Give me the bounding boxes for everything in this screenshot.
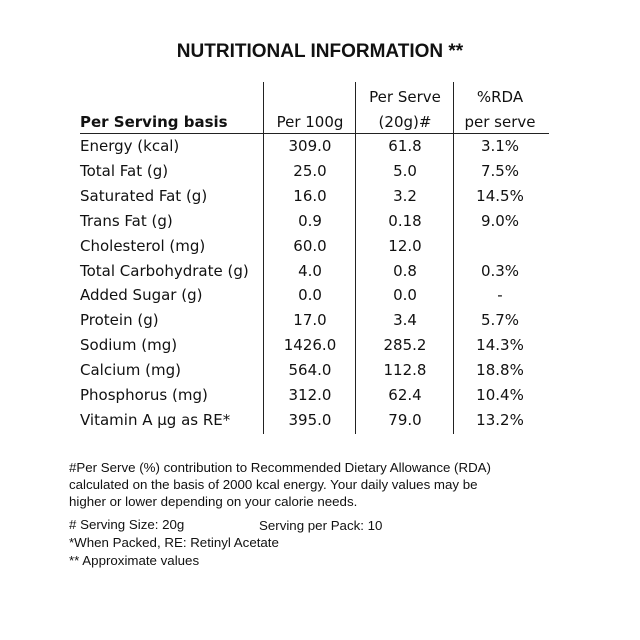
row-per-100g: 17.0 [293, 311, 327, 330]
row-per-serve: 61.8 [388, 137, 422, 155]
row-per-100g: 395.0 [288, 410, 332, 429]
row-label: Energy (kcal) [80, 137, 180, 155]
row-label: Total Fat (g) [80, 161, 169, 180]
row-label: Trans Fat (g) [80, 211, 173, 230]
row-label: Sodium (mg) [80, 336, 178, 355]
serving-per-pack: Serving per Pack: 10 [259, 518, 383, 533]
row-rda: 3.1% [480, 137, 520, 155]
row-per-100g: 4.0 [298, 261, 322, 280]
rda-note-line-1: #Per Serve (%) contribution to Recommend… [69, 460, 491, 475]
row-label: Total Carbohydrate (g) [80, 261, 249, 280]
row-per-serve: 0.18 [388, 211, 422, 230]
row-per-100g: 309.0 [288, 137, 332, 155]
row-rda: 10.4% [476, 386, 524, 404]
row-per-100g: 60.0 [293, 236, 327, 255]
row-per-100g: 312.0 [288, 386, 332, 404]
row-per-100g: 0.9 [298, 211, 322, 230]
row-per-serve: 3.4 [393, 311, 417, 330]
row-per-100g: 1426.0 [283, 336, 337, 355]
row-per-serve: 62.4 [388, 386, 422, 404]
row-rda: 5.7% [480, 311, 520, 330]
row-per-serve: 12.0 [388, 236, 422, 255]
row-per-serve: 112.8 [383, 361, 427, 380]
rda-note-line-2: calculated on the basis of 2000 kcal ene… [69, 477, 478, 492]
header-per-serve-size: (20g)# [378, 113, 432, 131]
row-label: Phosphorus (mg) [80, 386, 208, 404]
packed-note: *When Packed, RE: Retinyl Acetate [69, 535, 279, 550]
column-divider-3 [453, 82, 454, 434]
row-rda: - [497, 286, 503, 305]
column-divider-2 [355, 82, 356, 434]
row-label: Saturated Fat (g) [80, 186, 208, 205]
row-label: Protein (g) [80, 311, 159, 330]
row-label: Cholesterol (mg) [80, 236, 206, 255]
row-per-serve: 285.2 [383, 336, 427, 355]
row-rda: 9.0% [480, 211, 520, 230]
row-per-100g: 16.0 [293, 186, 327, 205]
row-per-100g: 564.0 [288, 361, 332, 380]
page-title: NUTRITIONAL INFORMATION ** [176, 41, 464, 62]
header-per-serve: Per Serve [369, 88, 441, 106]
header-rda: %RDA [476, 88, 524, 106]
serving-size: # Serving Size: 20g [69, 517, 185, 532]
header-basis: Per Serving basis [80, 113, 228, 131]
header-divider [80, 133, 549, 134]
row-per-serve: 79.0 [388, 410, 422, 429]
row-rda: 14.3% [476, 336, 524, 355]
rda-note-line-3: higher or lower depending on your calori… [69, 494, 358, 509]
row-rda: 0.3% [480, 261, 520, 280]
row-per-serve: 3.2 [393, 186, 417, 205]
row-per-100g: 0.0 [298, 286, 322, 305]
row-rda: 14.5% [476, 186, 524, 205]
row-per-serve: 0.8 [393, 261, 417, 280]
row-per-serve: 5.0 [393, 161, 417, 180]
column-divider-1 [263, 82, 264, 434]
row-label: Added Sugar (g) [80, 286, 203, 305]
row-per-serve: 0.0 [393, 286, 417, 305]
row-label: Vitamin A µg as RE* [80, 410, 231, 429]
approx-note: ** Approximate values [69, 553, 200, 568]
row-rda: 13.2% [476, 410, 524, 429]
header-rda-per-serve: per serve [464, 113, 536, 131]
header-per100: Per 100g [276, 113, 344, 131]
row-label: Calcium (mg) [80, 361, 181, 380]
row-rda: 18.8% [476, 361, 524, 380]
row-rda: 7.5% [480, 161, 520, 180]
row-per-100g: 25.0 [293, 161, 327, 180]
